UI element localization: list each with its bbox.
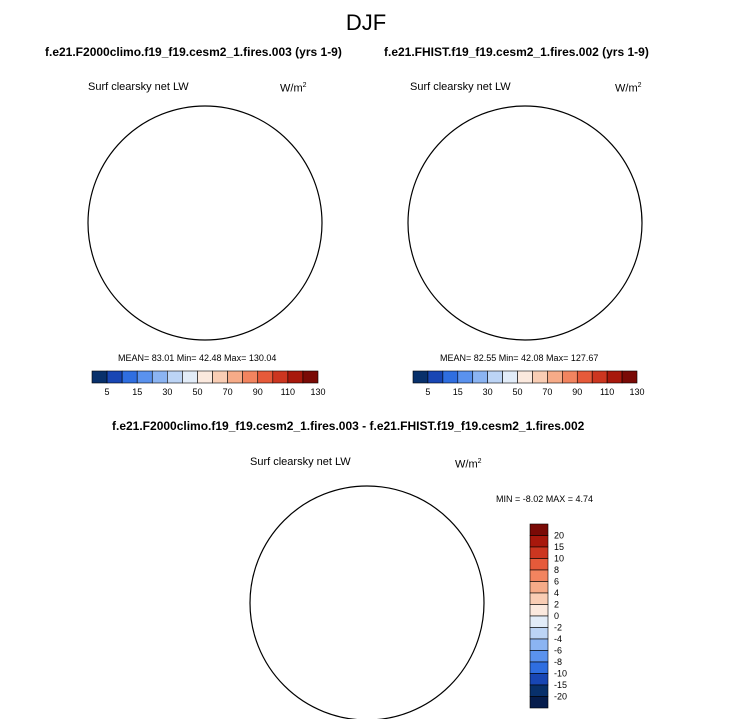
panel1-colorbar-tick-label: 130 [310,387,325,397]
panel1-stats: MEAN= 83.01 Min= 42.48 Max= 130.04 [118,353,277,363]
panel1-colorbar-swatch [106,370,123,384]
panel1-colorbar-tick-label: 90 [253,387,263,397]
panel1-colorbar-swatch [136,370,153,384]
panel1-colorbar-swatch [182,370,198,384]
diff-colorbar-tick-label: -4 [554,634,562,644]
panel2-colorbar-swatch [621,370,638,384]
panel1-colorbar-swatch [302,370,319,384]
panel2-colorbar-swatch [576,370,593,384]
diff-colorbar-swatch [529,684,549,697]
panel1-colorbar-swatch [272,370,289,384]
panel1-case-title: f.e21.F2000climo.f19_f19.cesm2_1.fires.0… [45,45,342,59]
diff-colorbar-tick-label: -15 [554,680,567,690]
diff-colorbar-swatch [529,604,549,617]
diff-colorbar-swatch [529,558,549,571]
diff-colorbar-tick-label: 0 [554,611,559,621]
panel2-colorbar-tick-label: 50 [513,387,523,397]
diff-colorbar-tick-label: 10 [554,554,564,564]
panel1-colorbar-swatch [167,370,183,384]
diff-colorbar-tick-label: 15 [554,542,564,552]
diff-variable-label: Surf clearsky net LW [250,456,351,468]
panel2-colorbar-swatch [472,370,488,384]
panel1-colorbar-swatch [242,370,259,384]
panel2-colorbar-swatch [547,370,563,384]
panel2-colorbar: 5 15 30 50 70 90 110 130 [412,370,645,397]
diff-colorbar-tick-label: 2 [554,600,559,610]
diff-map [249,485,485,719]
diff-colorbar-swatch [529,615,549,628]
panel1-colorbar-tick-label: 30 [162,387,172,397]
diff-colorbar-tick-label: -2 [554,623,562,633]
panel1-colorbar-swatch [227,370,243,384]
diff-units-label: W/m2 [455,458,482,471]
diff-title: f.e21.F2000climo.f19_f19.cesm2_1.fires.0… [112,419,585,433]
panel2-map [407,105,643,341]
panel2-colorbar-swatch [442,370,459,384]
diff-colorbar-tick-label: 8 [554,565,559,575]
panel1-colorbar-tick-label: 110 [281,387,295,397]
diff-colorbar-swatch [529,569,549,582]
diff-colorbar-swatch [529,696,549,709]
panel2-stats: MEAN= 82.55 Min= 42.08 Max= 127.67 [440,353,599,363]
panel2-colorbar-tick-label: 30 [483,387,493,397]
panel2-colorbar-swatch [532,370,548,384]
panel1-colorbar-swatch [91,370,108,384]
panel2-colorbar-swatch [502,370,518,384]
panel1-colorbar-tick-label: 5 [105,387,110,397]
panel2-colorbar-swatch [562,370,578,384]
diff-colorbar-swatch [529,535,549,548]
panel2-colorbar-tick-label: 5 [425,387,430,397]
panel2-colorbar-swatch [606,370,623,384]
panel1-colorbar-swatch [257,370,274,384]
diff-colorbar-swatch [529,627,549,640]
diff-colorbar-swatch [529,581,549,594]
panel2-case-title: f.e21.FHIST.f19_f19.cesm2_1.fires.002 (y… [384,45,649,59]
diff-colorbar-tick-label: 20 [554,531,564,541]
panel1-map [87,105,335,353]
diff-colorbar-swatch [529,661,549,674]
page-title: DJF [345,10,387,35]
diff-colorbar-swatch [529,673,549,686]
panel2-colorbar-swatch [517,370,533,384]
diff-colorbar-swatch [529,592,549,605]
diff-colorbar-tick-label: 6 [554,577,559,587]
panel2-units-label: W/m2 [615,82,642,95]
panel1-colorbar-tick-label: 70 [223,387,233,397]
panel1-variable-label: Surf clearsky net LW [88,81,189,93]
diff-colorbar-swatch [529,546,549,559]
diff-colorbar-swatch [529,650,549,663]
diff-colorbar-swatch [529,523,549,536]
panel1-colorbar-tick-label: 15 [132,387,142,397]
panel1-colorbar-swatch [197,370,213,384]
diff-colorbar-tick-label: -6 [554,646,562,656]
panel1-colorbar-tick-label: 50 [192,387,202,397]
panel1-units-label: W/m2 [280,82,307,95]
panel1-colorbar-swatch [212,370,228,384]
panel2-colorbar-swatch [457,370,474,384]
diff-stats: MIN = -8.02 MAX = 4.74 [496,494,594,504]
panel1-colorbar-swatch [287,370,304,384]
panel2-colorbar-swatch [412,370,429,384]
diff-colorbar-swatch [529,638,549,651]
panel2-colorbar-swatch [591,370,608,384]
panel2-colorbar-tick-label: 70 [542,387,552,397]
diff-colorbar-tick-label: -20 [554,692,567,702]
panel1-colorbar: 5 15 30 50 70 90 110 130 [91,370,326,397]
panel2-colorbar-tick-label: 130 [629,387,644,397]
panel2-colorbar-swatch [427,370,444,384]
panel1-colorbar-swatch [121,370,138,384]
diff-colorbar-tick-label: 4 [554,588,559,598]
panel2-colorbar-swatch [487,370,503,384]
diff-colorbar-tick-label: -10 [554,669,567,679]
panel2-colorbar-tick-label: 110 [600,387,614,397]
panel2-colorbar-tick-label: 90 [572,387,582,397]
panel1-colorbar-swatch [151,370,168,384]
diff-colorbar-tick-label: -8 [554,657,562,667]
panel2-variable-label: Surf clearsky net LW [410,81,511,93]
panel2-colorbar-tick-label: 15 [453,387,463,397]
